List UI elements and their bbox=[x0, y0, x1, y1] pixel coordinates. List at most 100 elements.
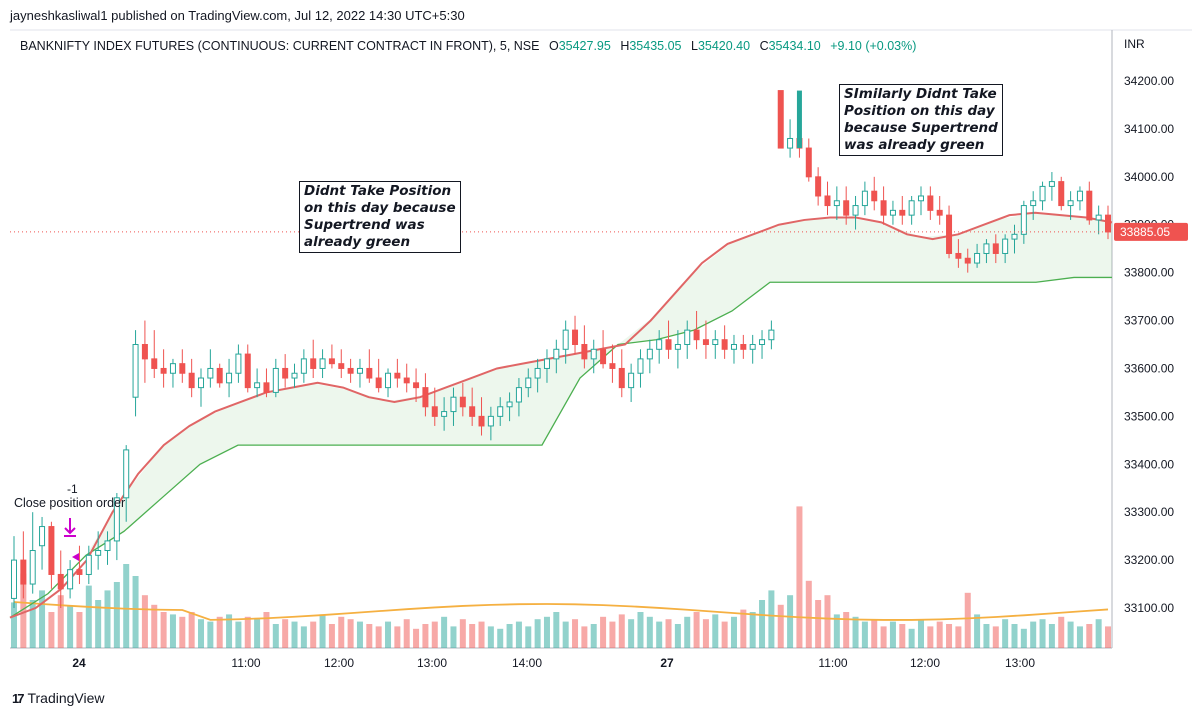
volume-bar bbox=[543, 616, 550, 648]
volume-bar bbox=[628, 619, 635, 648]
candle-body bbox=[29, 550, 36, 585]
volume-bar bbox=[469, 624, 476, 648]
volume-bar bbox=[730, 616, 737, 648]
brand-name: TradingView bbox=[27, 690, 105, 706]
annotation-note-day1[interactable]: Didnt Take Position on this day because … bbox=[299, 181, 461, 253]
volume-bar bbox=[590, 624, 597, 648]
candle-body bbox=[609, 363, 616, 369]
x-tick-label: 13:00 bbox=[417, 656, 447, 670]
candle-body bbox=[787, 137, 794, 149]
candle-body bbox=[67, 569, 74, 590]
candle-body bbox=[226, 372, 233, 384]
volume-bar bbox=[889, 621, 896, 648]
symbol-name[interactable]: BANKNIFTY INDEX FUTURES (CONTINUOUS: CUR… bbox=[20, 39, 540, 53]
volume-bar bbox=[1095, 619, 1102, 648]
volume-bar bbox=[104, 590, 111, 648]
volume-bar bbox=[787, 595, 794, 648]
candle-body bbox=[235, 353, 242, 374]
volume-bar bbox=[749, 612, 756, 648]
candle-body bbox=[917, 195, 924, 202]
volume-bar bbox=[927, 626, 934, 648]
candle-body bbox=[169, 363, 176, 374]
y-tick-label: 34000.00 bbox=[1124, 170, 1174, 184]
x-tick-label: 14:00 bbox=[512, 656, 542, 670]
candle-body bbox=[244, 353, 251, 389]
volume-bar bbox=[300, 626, 307, 648]
candle-body bbox=[908, 200, 915, 216]
close-position-order-label: Close position order bbox=[14, 496, 126, 510]
volume-bar bbox=[459, 619, 466, 648]
volume-bar bbox=[777, 604, 784, 648]
candle-body bbox=[581, 344, 588, 360]
tradingview-logo-icon: 17 bbox=[12, 690, 25, 706]
volume-bar bbox=[974, 614, 981, 648]
volume-bar bbox=[852, 616, 859, 648]
candle-body bbox=[506, 401, 513, 408]
candle-body bbox=[385, 372, 392, 389]
candle-body bbox=[1095, 214, 1102, 221]
volume-bar bbox=[291, 621, 298, 648]
candle-body bbox=[113, 497, 120, 542]
volume-bar bbox=[572, 619, 579, 648]
volume-bar bbox=[992, 626, 999, 648]
candle-body bbox=[441, 411, 448, 417]
volume-bar bbox=[123, 564, 130, 648]
candle-body bbox=[805, 147, 812, 178]
x-tick-label: 13:00 bbox=[1005, 656, 1035, 670]
candle-body bbox=[141, 344, 148, 360]
volume-bar bbox=[861, 621, 868, 648]
candle-body bbox=[459, 396, 466, 408]
candle-body bbox=[356, 367, 363, 374]
tradingview-footer[interactable]: 17 TradingView bbox=[12, 690, 105, 706]
volume-bar bbox=[796, 506, 803, 648]
candle-body bbox=[553, 348, 560, 360]
volume-bar bbox=[450, 626, 457, 648]
candle-body bbox=[282, 367, 289, 379]
candle-body bbox=[674, 344, 681, 350]
y-tick-label: 33300.00 bbox=[1124, 505, 1174, 519]
candle-body bbox=[347, 367, 354, 374]
candle-body bbox=[768, 329, 775, 341]
volume-bar bbox=[1105, 626, 1111, 648]
candle-body bbox=[413, 382, 420, 389]
candle-body bbox=[590, 348, 597, 360]
volume-bar bbox=[226, 614, 233, 648]
ema-line bbox=[9, 211, 1113, 619]
volume-bar bbox=[29, 600, 36, 648]
volume-bar bbox=[310, 621, 317, 648]
volume-bar bbox=[759, 600, 766, 648]
volume-bar bbox=[1076, 626, 1083, 648]
candle-body bbox=[272, 367, 279, 393]
volume-bar bbox=[282, 619, 289, 648]
candle-body bbox=[76, 569, 83, 575]
candle-body bbox=[48, 526, 55, 575]
candle-body bbox=[328, 358, 335, 365]
candle-body bbox=[1002, 238, 1009, 254]
volume-bar bbox=[385, 621, 392, 648]
candle-body bbox=[572, 329, 579, 345]
volume-bar bbox=[936, 621, 943, 648]
candle-body bbox=[422, 387, 429, 408]
candle-body bbox=[254, 382, 261, 389]
volume-bar bbox=[908, 628, 915, 648]
candle-body bbox=[1105, 214, 1111, 233]
candle-body bbox=[179, 363, 186, 374]
volume-bar bbox=[674, 624, 681, 648]
candle-body bbox=[964, 257, 971, 264]
volume-bar bbox=[356, 621, 363, 648]
volume-bar bbox=[198, 619, 205, 648]
volume-bar bbox=[1048, 624, 1055, 648]
candle-body bbox=[291, 372, 298, 379]
volume-bar bbox=[394, 626, 401, 648]
low-label: L bbox=[690, 39, 698, 53]
candle-body bbox=[515, 387, 522, 403]
candle-body bbox=[375, 377, 382, 389]
volume-bar bbox=[431, 621, 438, 648]
volume-bar bbox=[506, 624, 513, 648]
annotation-note-day2[interactable]: SImilarly Didnt Take Position on this da… bbox=[839, 84, 1003, 156]
y-tick-label: 33800.00 bbox=[1124, 266, 1174, 280]
volume-bar bbox=[964, 592, 971, 648]
volume-bar bbox=[646, 616, 653, 648]
volume-bar bbox=[833, 614, 840, 648]
